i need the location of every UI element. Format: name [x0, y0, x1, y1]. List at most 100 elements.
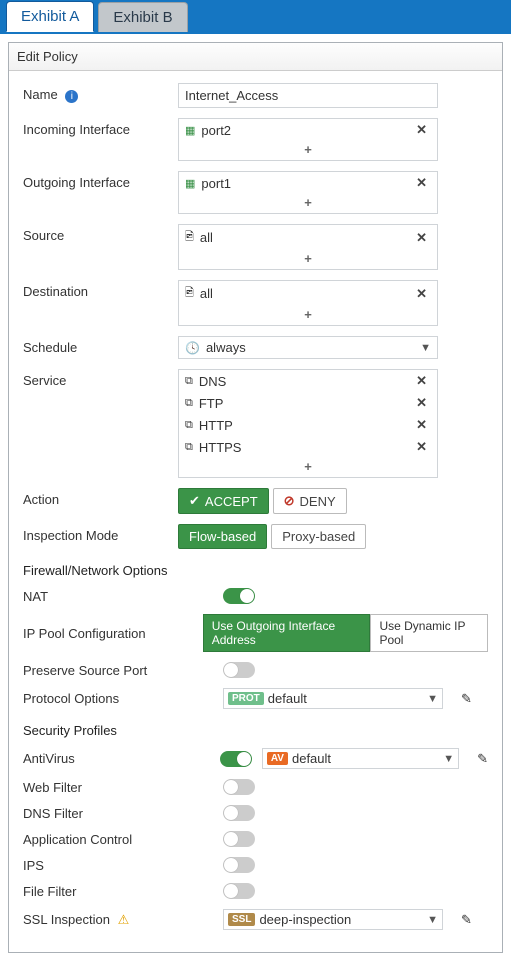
remove-icon[interactable]: ✕: [412, 373, 431, 389]
ssl-inspection-label: SSL Inspection ⚠: [23, 912, 213, 928]
remove-icon[interactable]: ✕: [412, 395, 431, 411]
panel-title: Edit Policy: [9, 43, 502, 71]
port-icon: ▦: [185, 124, 195, 137]
av-badge: AV: [267, 752, 288, 765]
add-incoming-button[interactable]: +: [179, 141, 437, 160]
df-toggle[interactable]: [223, 805, 255, 821]
address-item-text: all: [200, 286, 412, 301]
action-label: Action: [23, 488, 178, 507]
add-source-button[interactable]: +: [179, 250, 437, 269]
edit-policy-panel: Edit Policy Name i Incoming Interface: [8, 42, 503, 953]
chevron-down-icon: ▼: [427, 914, 438, 926]
incoming-interface-box[interactable]: ▦ port2 ✕ +: [178, 118, 438, 161]
preserve-source-port-label: Preserve Source Port: [23, 663, 213, 678]
incoming-interface-label: Incoming Interface: [23, 118, 178, 137]
inspection-mode-label: Inspection Mode: [23, 524, 178, 543]
nat-toggle[interactable]: [223, 588, 255, 604]
av-select[interactable]: AV default▼: [262, 748, 459, 769]
service-item: ⧉ FTP✕: [179, 392, 437, 414]
action-deny-button[interactable]: ⊘ DENY: [273, 488, 347, 514]
ip-pool-outgoing-button[interactable]: Use Outgoing Interface Address: [203, 614, 371, 652]
remove-icon[interactable]: ✕: [412, 175, 431, 191]
info-icon[interactable]: i: [65, 90, 78, 103]
service-item-text: FTP: [199, 396, 412, 411]
av-value: default: [292, 751, 443, 766]
service-box[interactable]: ⧉DNS✕⧉FTP✕⧉HTTP✕⧉HTTPS✕+: [178, 369, 438, 478]
security-section-title: Security Profiles: [23, 723, 488, 738]
address-icon: 🖻: [185, 228, 194, 247]
nat-label: NAT: [23, 589, 213, 604]
edit-av-icon[interactable]: ✎: [477, 751, 488, 767]
remove-icon[interactable]: ✕: [412, 122, 431, 138]
name-input[interactable]: [178, 83, 438, 108]
tab-exhibit-a[interactable]: Exhibit A: [6, 1, 94, 32]
schedule-label: Schedule: [23, 336, 178, 355]
ac-label: Application Control: [23, 832, 213, 847]
service-item: ⧉ HTTPS✕: [179, 436, 437, 458]
wf-toggle[interactable]: [223, 779, 255, 795]
remove-icon[interactable]: ✕: [412, 230, 431, 246]
edit-ssl-icon[interactable]: ✎: [461, 912, 472, 928]
wf-label: Web Filter: [23, 780, 213, 795]
service-icon: ⧉: [185, 419, 193, 432]
service-item-text: HTTPS: [199, 440, 412, 455]
add-service-button[interactable]: +: [179, 458, 437, 477]
deny-icon: ⊘: [284, 493, 295, 509]
inspection-proxy-button[interactable]: Proxy-based: [271, 524, 366, 549]
av-toggle[interactable]: [220, 751, 252, 767]
action-accept-text: ACCEPT: [205, 494, 258, 509]
tabbar: Exhibit A Exhibit B: [0, 0, 511, 34]
source-label: Source: [23, 224, 178, 243]
remove-icon[interactable]: ✕: [412, 439, 431, 455]
interface-item: ▦ port1 ✕: [179, 172, 437, 194]
port-icon: ▦: [185, 177, 195, 190]
ac-toggle[interactable]: [223, 831, 255, 847]
outgoing-interface-label: Outgoing Interface: [23, 171, 178, 190]
inspection-flow-button[interactable]: Flow-based: [178, 524, 267, 549]
service-item-text: HTTP: [199, 418, 412, 433]
ip-pool-label: IP Pool Configuration: [23, 626, 193, 641]
protocol-options-value: default: [268, 691, 427, 706]
add-destination-button[interactable]: +: [179, 306, 437, 325]
action-accept-button[interactable]: ✔ ACCEPT: [178, 488, 269, 514]
service-icon: ⧉: [185, 375, 193, 388]
preserve-source-port-toggle[interactable]: [223, 662, 255, 678]
service-item-text: DNS: [199, 374, 412, 389]
ff-label: File Filter: [23, 884, 213, 899]
inspection-proxy-text: Proxy-based: [282, 529, 355, 544]
df-label: DNS Filter: [23, 806, 213, 821]
interface-item: ▦ port2 ✕: [179, 119, 437, 141]
schedule-select[interactable]: 🕓 always ▼: [178, 336, 438, 359]
ssl-inspection-select[interactable]: SSL deep-inspection ▼: [223, 909, 443, 930]
service-item: ⧉ HTTP✕: [179, 414, 437, 436]
protocol-options-label: Protocol Options: [23, 691, 213, 706]
address-item-text: all: [200, 230, 412, 245]
service-icon: ⧉: [185, 441, 193, 454]
ff-toggle[interactable]: [223, 883, 255, 899]
destination-box[interactable]: 🖻 all ✕ +: [178, 280, 438, 326]
ssl-badge: SSL: [228, 913, 255, 926]
service-item: ⧉ DNS✕: [179, 370, 437, 392]
outgoing-interface-box[interactable]: ▦ port1 ✕ +: [178, 171, 438, 214]
add-outgoing-button[interactable]: +: [179, 194, 437, 213]
ip-pool-dynamic-button[interactable]: Use Dynamic IP Pool: [370, 614, 488, 652]
firewall-section-title: Firewall/Network Options: [23, 563, 488, 578]
address-item: 🖻 all ✕: [179, 281, 437, 306]
source-box[interactable]: 🖻 all ✕ +: [178, 224, 438, 270]
protocol-options-select[interactable]: PROT default ▼: [223, 688, 443, 709]
address-item: 🖻 all ✕: [179, 225, 437, 250]
service-icon: ⧉: [185, 397, 193, 410]
ips-toggle[interactable]: [223, 857, 255, 873]
chevron-down-icon: ▼: [427, 693, 438, 705]
destination-label: Destination: [23, 280, 178, 299]
ssl-inspection-value: deep-inspection: [259, 912, 427, 927]
tab-exhibit-b[interactable]: Exhibit B: [98, 2, 187, 32]
edit-protocol-icon[interactable]: ✎: [461, 691, 472, 707]
remove-icon[interactable]: ✕: [412, 417, 431, 433]
schedule-value: always: [206, 340, 420, 355]
chevron-down-icon: ▼: [443, 753, 454, 765]
address-icon: 🖻: [185, 284, 194, 303]
interface-item-text: port1: [201, 176, 412, 191]
ips-label: IPS: [23, 858, 213, 873]
remove-icon[interactable]: ✕: [412, 286, 431, 302]
